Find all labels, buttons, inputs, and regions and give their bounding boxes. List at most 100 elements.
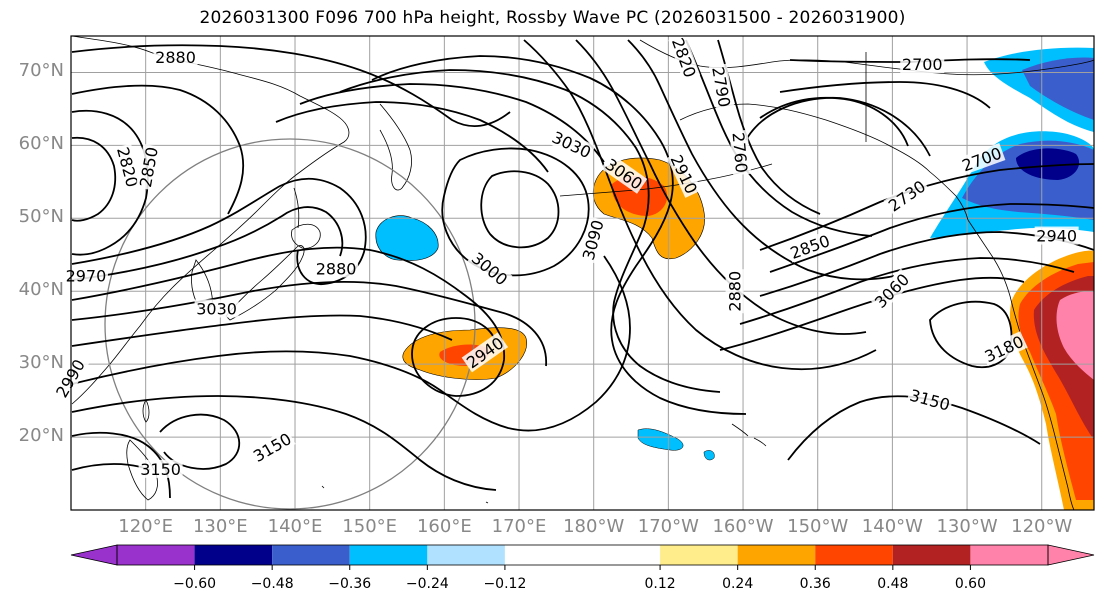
contour-label-background — [980, 331, 1028, 367]
colorbar-tick-label: 0.48 — [877, 576, 909, 592]
contour-line — [275, 101, 549, 173]
contour-line — [71, 84, 245, 215]
contour-line — [480, 170, 560, 249]
contour-line — [339, 69, 721, 393]
colorbar-tick-label: 0.24 — [722, 576, 754, 592]
contour-label: 2880 — [316, 259, 357, 278]
colorbar-tick-label: −0.36 — [328, 576, 372, 592]
contour-label-background — [900, 55, 945, 74]
contour-label-group: 2820 — [668, 33, 701, 82]
contour-label-background — [467, 247, 513, 290]
contour-label: 2880 — [155, 48, 196, 67]
contour-label: 2940 — [1036, 227, 1077, 246]
colorbar-segment — [660, 545, 738, 565]
contour-label: 2700 — [902, 55, 943, 74]
colorbar-extend-min — [70, 544, 118, 566]
contour-label: 3090 — [579, 218, 608, 262]
contour-label: 3030 — [196, 299, 237, 318]
contour-label-group: 3030 — [194, 299, 239, 318]
contour-line — [71, 177, 367, 285]
contour-line — [779, 81, 991, 109]
contour-label-group: 2940 — [1034, 226, 1079, 246]
contour-label-group: 2730 — [883, 175, 930, 216]
colorbar-tick-label: −0.48 — [250, 576, 294, 592]
contour-line — [441, 147, 590, 277]
contour-line — [717, 39, 821, 215]
contour-line — [71, 314, 453, 347]
longitude-label: 180°W — [563, 516, 625, 537]
coastline-japan-hokkaido — [291, 223, 321, 249]
contour-label: 2850 — [136, 145, 162, 188]
colorbar-extend-max — [1047, 544, 1095, 566]
contour-label-group: 3150 — [906, 385, 954, 415]
longitude-label: 130°W — [936, 516, 998, 537]
contour-line — [299, 83, 605, 163]
contour-label-group: 2970 — [63, 266, 108, 286]
longitude-label: 150°E — [342, 516, 398, 537]
longitude-label: 140°W — [861, 516, 923, 537]
colorbar-tick-label: −0.12 — [483, 576, 527, 592]
latitude-label: 50°N — [18, 206, 64, 228]
contour-line — [769, 203, 1095, 273]
contour-label-background — [194, 299, 239, 318]
anomaly-negative-patch-hawaii-2 — [703, 450, 715, 461]
contour-label-background — [869, 268, 914, 313]
contour-line — [759, 96, 909, 147]
contour-line — [71, 136, 117, 222]
longitude-label: 170°E — [491, 516, 547, 537]
contour-line — [523, 39, 877, 371]
colorbar-tick-label: 0.12 — [644, 576, 676, 592]
colorbar-outline — [116, 544, 1049, 566]
contour-line — [575, 39, 867, 335]
anomaly-strong-negative-region-canada-north — [1022, 57, 1094, 120]
contour-line — [719, 276, 1025, 351]
contour-label-background — [668, 33, 701, 82]
contour-label: 3180 — [982, 332, 1027, 366]
coastline-alaska — [679, 103, 969, 221]
longitude-label: 150°W — [787, 516, 849, 537]
contour-label-background — [906, 385, 954, 415]
contour-label-group: 2700 — [900, 55, 945, 74]
longitude-label: 160°W — [712, 516, 774, 537]
coastlines — [71, 35, 1095, 511]
contour-line — [71, 44, 511, 127]
contour-label: 2880 — [726, 271, 745, 312]
colorbar-segment — [349, 545, 428, 565]
contour-line — [71, 246, 505, 397]
coastline-taiwan — [142, 399, 150, 423]
contour-label: 2820 — [668, 35, 700, 80]
contour-label: 3030 — [549, 128, 594, 162]
height-contours — [71, 39, 1095, 499]
colorbar-segment — [892, 545, 971, 565]
colorbar-segment — [815, 545, 893, 565]
map-title: 2026031300 F096 700 hPa height, Rossby W… — [199, 8, 906, 28]
colorbar-segment — [504, 545, 661, 565]
anomaly-negative-blob-japan-east — [375, 215, 439, 261]
contour-label-group: 3180 — [980, 331, 1028, 367]
contour-label-background — [600, 153, 648, 194]
contour-line — [71, 431, 171, 499]
coastline-marshall-dots — [321, 485, 489, 504]
colorbar-tick-label: −0.60 — [173, 576, 217, 592]
longitude-label: 120°E — [118, 516, 174, 537]
colorbar-segment — [272, 545, 350, 565]
contour-label-background — [153, 47, 198, 66]
anomaly-extreme-positive-core-us-west — [1056, 291, 1094, 380]
anomaly-extreme-negative-core-canada — [1016, 148, 1080, 180]
contour-label-background — [314, 259, 359, 278]
longitude-label: 160°E — [416, 516, 472, 537]
contour-label: 3150 — [140, 460, 181, 479]
contour-label-group: 2880 — [725, 269, 745, 314]
coastline-asia-east — [71, 35, 350, 405]
contour-label-group: 2880 — [314, 259, 359, 278]
latitude-label: 70°N — [18, 60, 64, 82]
contour-label-group: 3150 — [138, 459, 183, 479]
contour-label-background — [113, 143, 143, 191]
latitude-label: 60°N — [18, 133, 64, 155]
contour-label-background — [1034, 226, 1079, 245]
contour-line — [71, 395, 497, 491]
colorbar-segment — [427, 545, 505, 565]
coastline-japan-honshu — [225, 245, 305, 321]
colorbar-tick-label: 0.60 — [954, 576, 986, 592]
contour-label-background — [578, 216, 608, 264]
